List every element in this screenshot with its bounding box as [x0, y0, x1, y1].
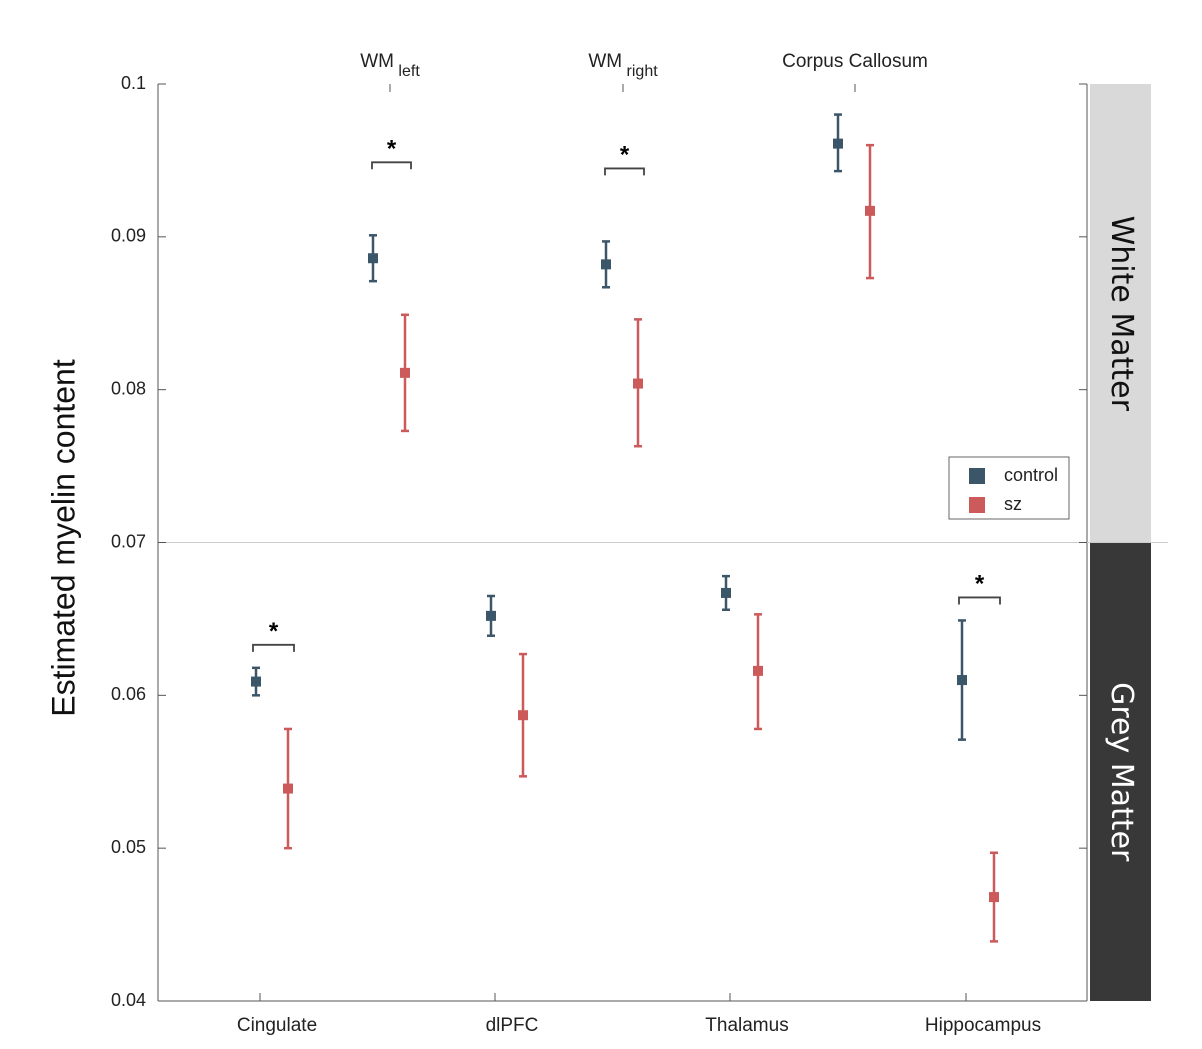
- significance-bracket: *: [604, 141, 645, 176]
- significance-bracket: *: [958, 570, 1001, 605]
- significance-star: *: [387, 135, 397, 162]
- y-tick-label: 0.05: [111, 837, 146, 857]
- bottom-category-label: dlPFC: [486, 1015, 539, 1036]
- significance-star: *: [269, 618, 279, 645]
- legend-label-control: control: [1004, 465, 1058, 485]
- mean-marker: [518, 710, 528, 721]
- mean-marker: [601, 259, 611, 270]
- category-main: WM: [360, 51, 394, 72]
- bracket-line: [252, 643, 295, 652]
- control-point-gm-3: [957, 619, 967, 741]
- y-tick-label: 0.1: [121, 73, 146, 93]
- legend-swatch-sz: [969, 497, 985, 513]
- mean-marker: [400, 367, 410, 378]
- category-main: Corpus Callosum: [782, 51, 928, 72]
- grey-matter-label: Grey Matter: [1104, 682, 1139, 862]
- bottom-category-label: Thalamus: [705, 1015, 788, 1036]
- control-point-gm-2: [721, 574, 731, 611]
- legend: control sz: [948, 456, 1070, 520]
- category-subscript: left: [394, 63, 420, 80]
- category-main: WM: [588, 51, 622, 72]
- significance-star: *: [975, 570, 985, 597]
- bottom-category-label: Hippocampus: [925, 1015, 1041, 1036]
- control-point-gm-0: [251, 666, 261, 697]
- mean-marker: [957, 675, 967, 686]
- category-subscript: right: [622, 63, 658, 80]
- bracket-line: [371, 161, 412, 170]
- white-matter-band: [1090, 84, 1151, 543]
- axes: 0.04 0.05 0.06 0.07 0.08 0.09 0.1 Estimated mye…: [45, 73, 1168, 1010]
- sz-point-gm-2: [753, 613, 763, 731]
- legend-swatch-control: [969, 468, 985, 484]
- data-marks: * * * *: [251, 113, 1001, 943]
- sz-point-gm-3: [989, 851, 999, 943]
- control-point-0: [368, 234, 378, 283]
- legend-label-sz: sz: [1004, 494, 1022, 514]
- significance-bracket: *: [371, 135, 412, 170]
- y-tick-label: 0.09: [111, 226, 146, 246]
- y-tick-label: 0.07: [111, 531, 146, 551]
- y-axis-label: Estimated myelin content: [45, 359, 81, 717]
- mean-marker: [833, 138, 843, 149]
- mean-marker: [753, 665, 763, 676]
- bottom-category-label: Cingulate: [237, 1015, 317, 1036]
- panel-bands: White Matter Grey Matter: [1090, 84, 1151, 1001]
- mean-marker: [989, 892, 999, 903]
- y-tick-label: 0.08: [111, 378, 146, 398]
- mean-marker: [368, 253, 378, 264]
- y-tick-label: 0.04: [111, 990, 146, 1010]
- y-tick-label: 0.06: [111, 684, 146, 704]
- white-matter-label: White Matter: [1104, 216, 1139, 412]
- top-category-label: WM left: [360, 51, 420, 80]
- sz-point-0: [400, 313, 410, 433]
- sz-point-1: [633, 318, 643, 448]
- mean-marker: [721, 587, 731, 598]
- sz-point-2: [865, 143, 875, 280]
- grey-matter-band: [1090, 542, 1151, 1001]
- control-point-2: [833, 113, 843, 173]
- bracket-line: [604, 167, 645, 176]
- sz-point-gm-1: [518, 652, 528, 778]
- mean-marker: [486, 610, 496, 621]
- significance-star: *: [620, 141, 630, 168]
- control-point-gm-1: [486, 594, 496, 637]
- control-point-1: [601, 240, 611, 289]
- top-category-label: WM right: [588, 51, 658, 80]
- top-category-label: Corpus Callosum: [782, 51, 928, 72]
- mean-marker: [283, 783, 293, 794]
- mean-marker: [865, 205, 875, 216]
- sz-point-gm-0: [283, 727, 293, 850]
- significance-bracket: *: [252, 618, 295, 652]
- bracket-line: [958, 596, 1001, 605]
- mean-marker: [251, 676, 261, 687]
- mean-marker: [633, 378, 643, 389]
